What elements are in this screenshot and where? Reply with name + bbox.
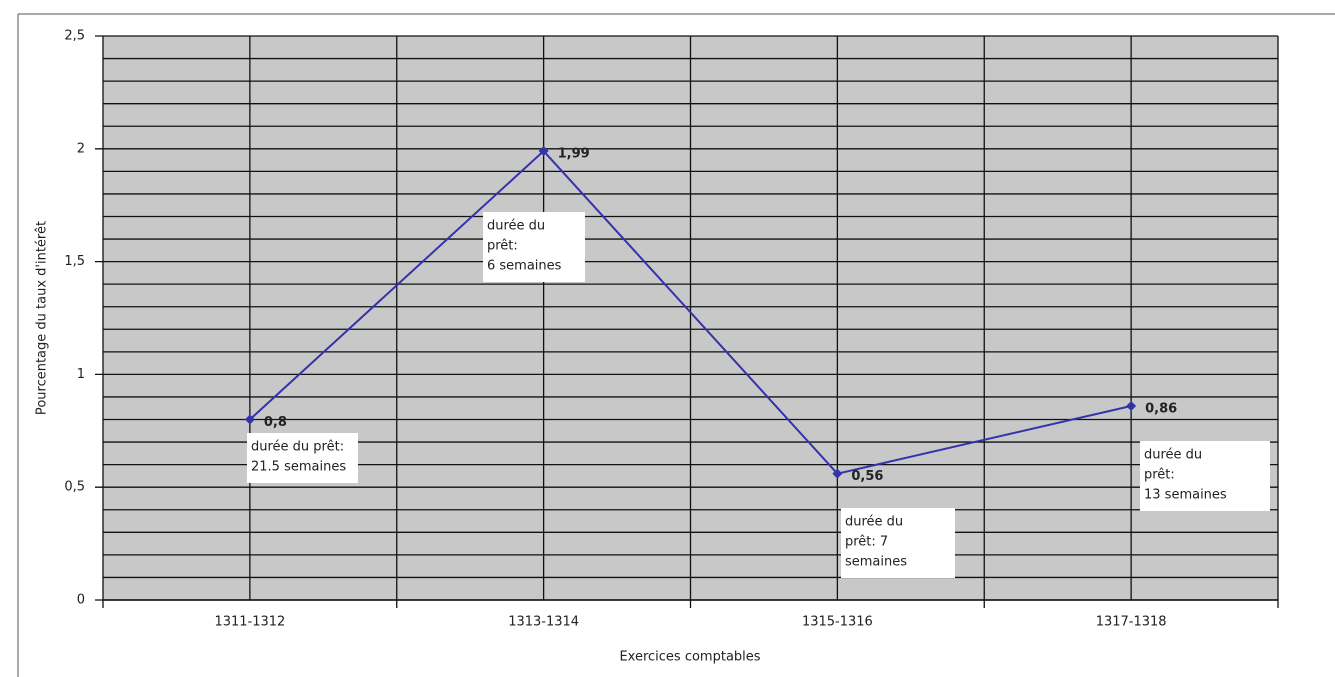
marker (832, 468, 843, 479)
annotation-box (1140, 441, 1270, 511)
annotation-text: 6 semaines (487, 259, 562, 274)
y-tick-label: 2 (77, 141, 85, 156)
line (249, 149, 1132, 475)
data-label: 0,86 (1145, 401, 1177, 416)
annotation-text: prêt: (487, 239, 518, 254)
data-label: 0,56 (851, 469, 883, 484)
y-axis-label: Pourcentage du taux d'intérêt (35, 221, 50, 415)
x-axis-label: Exercices comptables (619, 650, 760, 665)
annotation-text: durée du (487, 219, 545, 234)
annotation-text: 13 semaines (1144, 488, 1227, 503)
x-tick-label: 1317-1318 (1096, 615, 1167, 630)
marker (1126, 400, 1137, 411)
marker (538, 146, 549, 157)
y-tick-label: 0,5 (64, 480, 85, 495)
annotation-box (483, 212, 585, 282)
annotation-text: prêt: (1144, 468, 1175, 483)
data-label: 0,8 (264, 415, 287, 430)
annotation-box (247, 433, 358, 483)
x-tick-label: 1311-1312 (214, 615, 285, 630)
annotation-text: durée du (845, 515, 903, 530)
x-tick-label: 1315-1316 (802, 615, 873, 630)
x-tick-label: 1313-1314 (508, 615, 579, 630)
annotation-text: durée du (1144, 448, 1202, 463)
y-tick-label: 0 (77, 593, 85, 608)
y-tick-label: 1,5 (64, 254, 85, 269)
annotation-box (841, 508, 955, 578)
annotation-text: semaines (845, 555, 907, 570)
data-label: 1,99 (558, 147, 590, 162)
annotation-text: durée du prêt: (251, 440, 344, 455)
y-tick-label: 2,5 (64, 29, 85, 44)
annotation-text: 21.5 semaines (251, 460, 346, 475)
y-tick-label: 1 (77, 367, 85, 382)
annotation-text: prêt: 7 (845, 535, 888, 550)
marker (244, 414, 255, 425)
